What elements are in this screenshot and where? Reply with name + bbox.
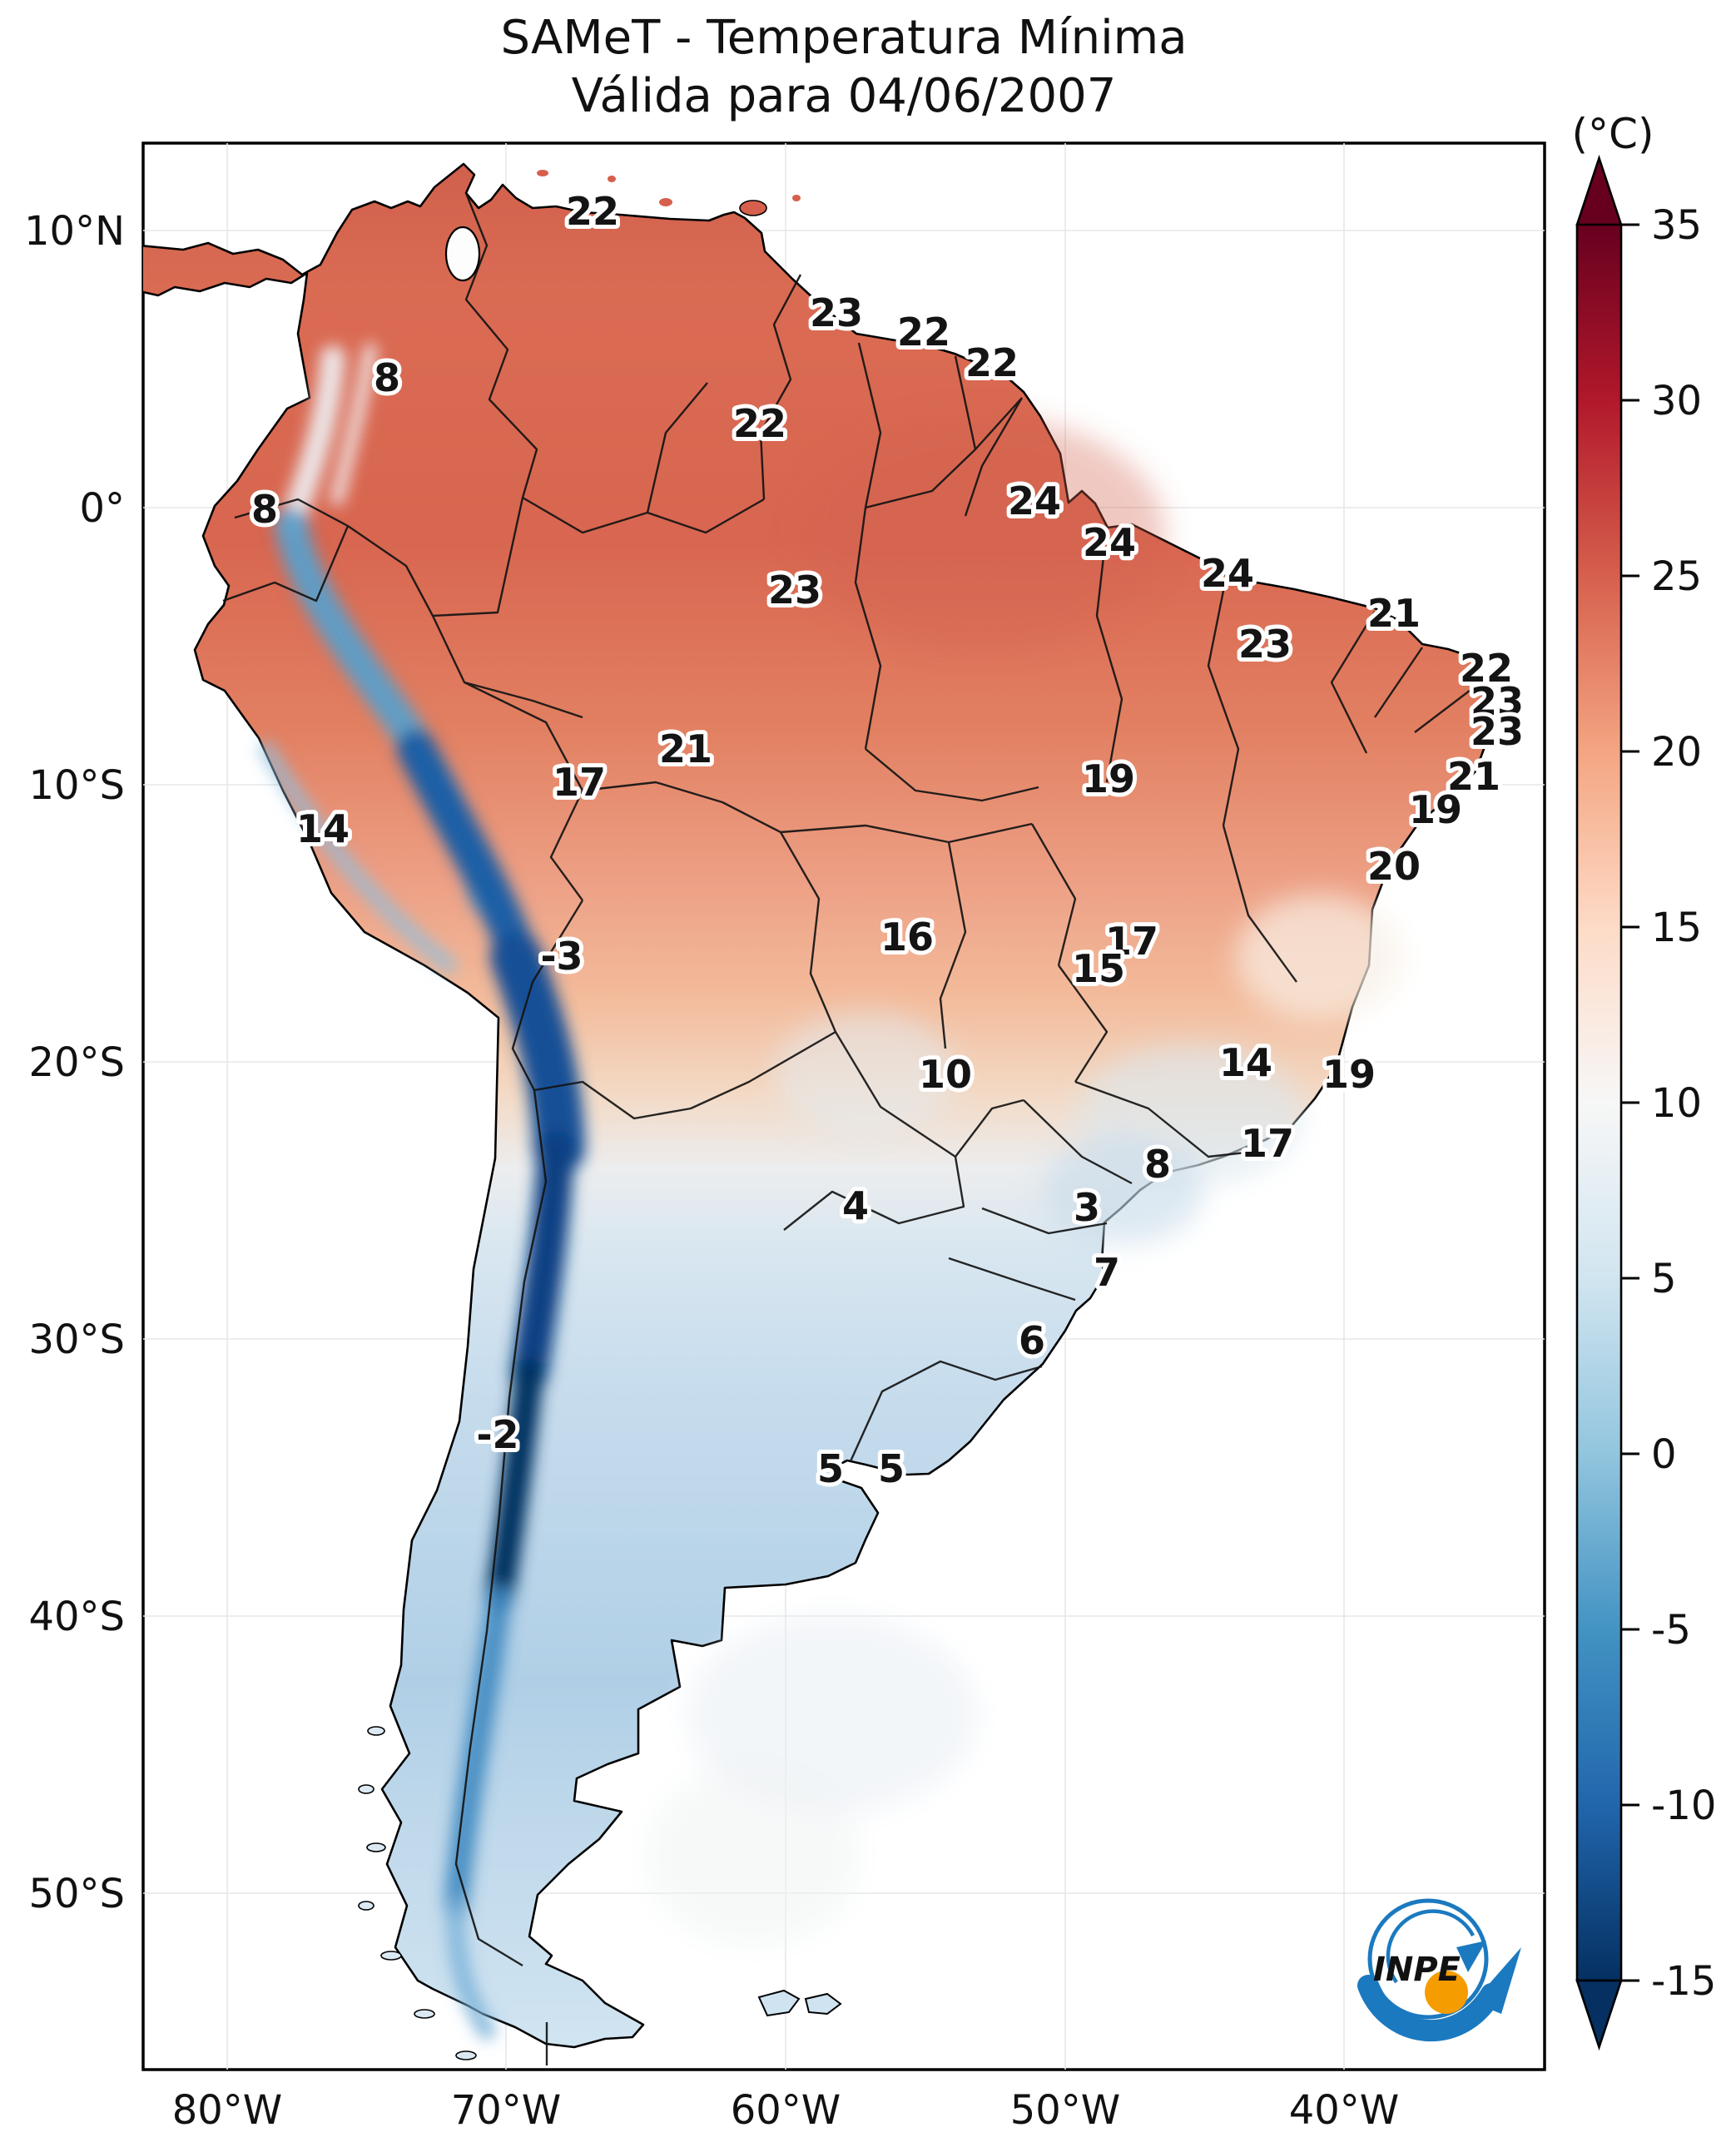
colorbar-extend-min-arrow [1575,1979,1623,2051]
inpe-logo-text: INPE [1373,1951,1461,1989]
lat-tick-label: 50°S [28,1871,125,1917]
station-temp-label: 14 [296,806,350,851]
station-temp-label: 23 [1471,709,1524,754]
lakes-and-islands [358,170,842,2060]
station-temp-label: 24 [1201,551,1254,596]
colorbar-tick-label: -10 [1651,1783,1716,1829]
station-temp-label: 8 [251,487,278,532]
colorbar-tick-label: 5 [1651,1256,1677,1302]
colorbar-tick-label: 25 [1651,553,1702,600]
station-temp-label: 22 [1460,646,1513,691]
lon-tick-label: 60°W [731,2087,841,2134]
andes-cold-band [259,343,585,2040]
station-temp-label: 8 [1144,1142,1171,1187]
lon-tick-label: 50°W [1010,2087,1121,2134]
colorbar: (°C) 35 30 25 20 15 10 5 0 -5 -10 -15 [1572,110,1716,2051]
colorbar-tick-label: 0 [1651,1431,1677,1478]
latitude-axis-labels: 10°N 0° 10°S 20°S 30°S 40°S 50°S [24,208,125,1917]
station-temp-label: 6 [1019,1318,1045,1363]
political-borders [222,192,1481,2065]
lon-tick-label: 70°W [451,2087,562,2134]
station-temp-label: 16 [880,915,934,959]
station-temp-label: 19 [1322,1052,1376,1097]
station-temp-label: -3 [540,934,583,979]
station-temp-label: -2 [476,1412,518,1457]
colorbar-body [1575,223,1623,1982]
station-temp-label: 17 [553,760,606,805]
station-temp-label: 21 [1447,754,1500,799]
station-temp-label: 24 [1083,520,1136,565]
colorbar-tick-label: -5 [1651,1607,1691,1654]
station-temp-label: 23 [1238,622,1292,667]
station-temp-label: 22 [733,401,786,446]
inpe-logo-small-arrowhead [1456,1941,1486,1972]
station-temp-label: 19 [1409,787,1462,832]
colorbar-tick-labels: 35 30 25 20 15 10 5 0 -5 -10 -15 [1621,202,1716,2005]
station-temp-label: 22 [965,340,1019,385]
lat-tick-label: 30°S [28,1316,125,1363]
colorbar-tick-label: -15 [1651,1958,1716,2005]
station-temp-label: 21 [1367,591,1421,636]
lon-tick-label: 80°W [172,2087,283,2134]
inpe-logo: INPE [1357,1898,1521,2042]
colorbar-tick-label: 30 [1651,378,1702,424]
lat-tick-label: 20°S [28,1039,125,1086]
colorbar-extend-max-arrow [1575,154,1623,226]
colorbar-tick-label: 35 [1651,202,1702,249]
station-temp-label: 23 [768,568,821,612]
station-temp-label: 19 [1082,756,1135,801]
station-temp-label: 22 [566,189,619,234]
lat-tick-label: 10°N [24,208,125,255]
colorbar-tick-label: 15 [1651,905,1702,951]
station-temp-label: 10 [919,1052,972,1097]
station-temp-label: 20 [1367,844,1421,889]
station-temp-label: 23 [810,290,863,335]
inpe-logo-swoosh [1357,1975,1502,2042]
lat-tick-label: 10°S [28,762,125,809]
station-temp-label: 14 [1219,1040,1272,1085]
station-temp-label: 7 [1094,1250,1120,1295]
station-temp-label: 22 [897,310,950,355]
station-temp-label: 3 [1074,1185,1100,1230]
regional-temperature-patches [645,416,1402,1947]
lat-tick-label: 0° [79,485,125,532]
station-temp-label: 21 [659,726,712,771]
station-temp-label: 23 [1471,679,1524,724]
station-temp-label: 17 [1105,919,1158,964]
longitude-axis-labels: 80°W 70°W 60°W 50°W 40°W [172,2087,1400,2134]
inpe-logo-orange-dot [1425,1971,1468,2014]
inpe-logo-circle [1367,1898,1489,2020]
colorbar-tick-label: 10 [1651,1080,1702,1127]
inpe-logo-arrowhead [1473,1947,1521,2014]
station-temp-label: 24 [1008,478,1061,523]
station-temp-label: 17 [1241,1121,1294,1166]
figure-title: SAMeT - Temperatura Mínima [500,11,1187,65]
inpe-logo-spiral [1386,1909,1476,1984]
figure-subtitle: Válida para 04/06/2007 [572,69,1117,123]
colorbar-tick-label: 20 [1651,729,1702,776]
lat-tick-label: 40°S [28,1594,125,1640]
lon-tick-label: 40°W [1289,2087,1400,2134]
colorbar-unit-label: (°C) [1572,110,1654,158]
station-temp-label: 5 [817,1446,844,1491]
station-temp-label: 5 [878,1446,905,1491]
station-temp-label: 15 [1072,946,1125,991]
station-temp-label: 4 [842,1183,869,1228]
station-temp-label: 8 [374,355,400,400]
